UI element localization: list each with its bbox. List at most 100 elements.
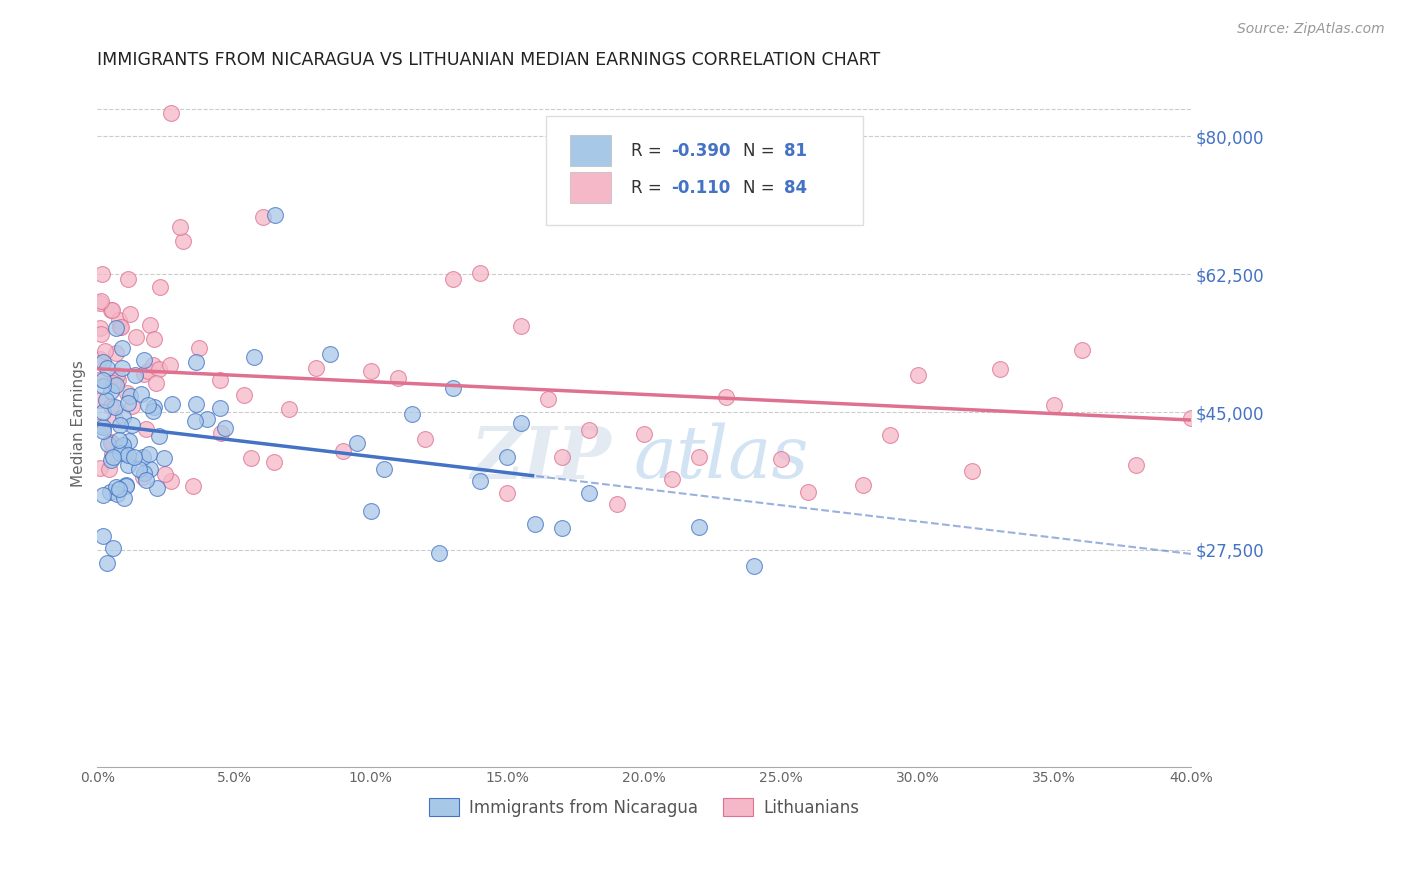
Point xyxy=(138,447,160,461)
Point xyxy=(118,434,141,448)
Point xyxy=(91,404,114,418)
Point xyxy=(537,392,560,406)
Point xyxy=(105,378,128,392)
Point xyxy=(114,446,136,460)
Point xyxy=(132,469,155,483)
Point xyxy=(91,355,114,369)
Point xyxy=(441,381,464,395)
Point xyxy=(101,450,124,465)
Point xyxy=(115,385,138,400)
Point xyxy=(121,417,143,432)
Point xyxy=(1180,410,1202,425)
Point xyxy=(129,386,152,401)
Point xyxy=(578,485,600,500)
Point xyxy=(169,219,191,234)
Point xyxy=(100,302,122,317)
Point xyxy=(633,427,655,442)
Point xyxy=(134,353,156,368)
Text: Source: ZipAtlas.com: Source: ZipAtlas.com xyxy=(1237,22,1385,37)
Point xyxy=(114,479,136,493)
Point xyxy=(988,362,1011,376)
Point xyxy=(112,491,135,505)
Point xyxy=(117,448,139,462)
Point xyxy=(277,402,299,417)
Point xyxy=(91,379,114,393)
FancyBboxPatch shape xyxy=(569,172,612,203)
Point xyxy=(797,485,820,500)
Point xyxy=(104,411,127,425)
Point xyxy=(91,373,114,387)
Point xyxy=(100,384,122,398)
Point xyxy=(90,372,112,386)
Point xyxy=(118,307,141,321)
Text: atlas: atlas xyxy=(633,423,808,493)
Text: N =: N = xyxy=(742,179,779,197)
Point xyxy=(214,421,236,435)
Point xyxy=(195,412,218,426)
Point xyxy=(145,376,167,391)
Point xyxy=(153,467,176,481)
Point xyxy=(96,361,118,376)
Point xyxy=(117,395,139,409)
Point xyxy=(108,446,131,460)
Point xyxy=(160,475,183,489)
Point xyxy=(209,425,232,440)
Point xyxy=(305,361,328,376)
Point xyxy=(688,520,710,534)
Point xyxy=(714,390,737,404)
Point xyxy=(105,321,128,335)
Point xyxy=(110,319,132,334)
Point xyxy=(1070,343,1092,357)
Point xyxy=(98,462,121,476)
Point xyxy=(135,473,157,487)
Point xyxy=(907,368,929,382)
Point xyxy=(387,371,409,385)
Point xyxy=(181,479,204,493)
Point xyxy=(1043,398,1066,412)
Text: IMMIGRANTS FROM NICARAGUA VS LITHUANIAN MEDIAN EARNINGS CORRELATION CHART: IMMIGRANTS FROM NICARAGUA VS LITHUANIAN … xyxy=(97,51,880,69)
Point xyxy=(91,420,114,434)
Point xyxy=(108,482,131,496)
Point xyxy=(132,467,155,481)
Point xyxy=(108,433,131,447)
Point xyxy=(142,404,165,418)
Text: R =: R = xyxy=(631,142,666,160)
Point xyxy=(89,461,111,475)
Point xyxy=(94,393,117,408)
Point xyxy=(852,478,875,492)
Point xyxy=(962,464,984,478)
Point xyxy=(263,454,285,468)
Point xyxy=(360,364,382,378)
Point xyxy=(101,541,124,556)
Text: ZIP: ZIP xyxy=(471,423,612,493)
Point xyxy=(100,399,122,413)
Point xyxy=(115,478,138,492)
Point xyxy=(139,318,162,333)
Point xyxy=(468,475,491,489)
Point xyxy=(100,303,122,318)
Point xyxy=(104,400,127,414)
Point xyxy=(551,521,574,535)
Point xyxy=(346,435,368,450)
Point xyxy=(135,422,157,436)
Point xyxy=(243,350,266,364)
Point xyxy=(209,401,232,415)
Point xyxy=(89,419,111,434)
Point xyxy=(91,528,114,542)
Point xyxy=(688,450,710,464)
Point xyxy=(415,432,437,446)
Point xyxy=(160,106,183,120)
Text: -0.110: -0.110 xyxy=(672,179,731,197)
Text: -0.390: -0.390 xyxy=(672,142,731,160)
Point xyxy=(148,429,170,443)
Point xyxy=(91,268,114,282)
Point xyxy=(139,462,162,476)
Point xyxy=(510,417,533,431)
Point xyxy=(90,327,112,342)
Point xyxy=(153,451,176,466)
Text: 84: 84 xyxy=(785,179,807,197)
Point xyxy=(117,272,139,286)
Point xyxy=(523,516,546,531)
Point xyxy=(468,266,491,280)
Point xyxy=(879,428,901,442)
